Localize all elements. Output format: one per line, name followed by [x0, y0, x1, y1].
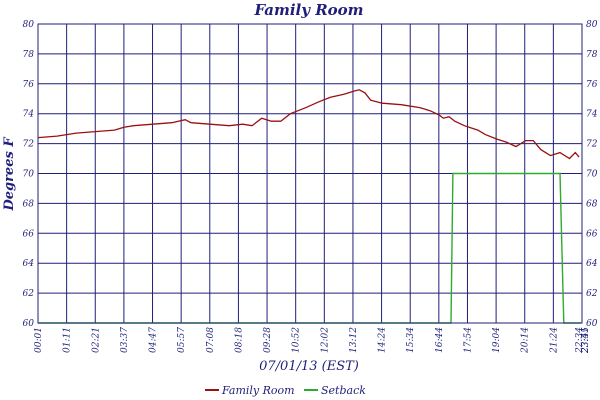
y-tick-label-right: 80: [586, 20, 598, 30]
y-tick-label-right: 64: [586, 259, 598, 269]
y-tick-labels-right: 60 62 64 66 68 70 72 74 76 78 80: [586, 20, 598, 329]
y-tick-label-right: 62: [586, 289, 598, 299]
x-tick-label: 13:12: [349, 327, 359, 353]
y-tick-label: 70: [23, 170, 35, 180]
y-tick-label: 68: [23, 199, 35, 209]
chart-title: Family Room: [253, 1, 363, 19]
legend-label-family-room: Family Room: [221, 384, 295, 397]
x-tick-label: 21:24: [549, 327, 559, 354]
x-tick-label: 23:45: [581, 327, 591, 354]
x-tick-label: 00:01: [34, 327, 44, 353]
y-tick-label: 78: [23, 50, 35, 60]
x-tick-label: 16:44: [435, 327, 445, 353]
series-line-setback: [38, 172, 581, 324]
y-axis-label: Degrees F: [2, 137, 17, 212]
y-tick-label-right: 74: [586, 110, 598, 120]
y-tick-label-right: 66: [586, 229, 598, 239]
y-tick-label: 72: [23, 140, 35, 150]
x-tick-label: 01:11: [63, 327, 73, 353]
series-layer: [37, 89, 581, 324]
y-tick-label: 74: [23, 110, 35, 120]
x-axis-label: 07/01/13 (EST): [259, 359, 359, 374]
x-tick-label: 02:21: [91, 327, 101, 353]
y-tick-label: 64: [23, 259, 35, 269]
x-tick-label: 22:34: [575, 327, 585, 354]
series-line-family-room: [37, 89, 580, 160]
y-tick-label-right: 78: [586, 50, 598, 60]
x-tick-labels: 00:01 01:11 02:21 03:37 04:47 05:57 07:08 08:18…: [34, 327, 591, 354]
y-tick-label-right: 72: [586, 140, 598, 150]
y-tick-label: 60: [23, 319, 35, 329]
legend: Family Room Setback: [205, 384, 366, 397]
x-tick-label: 08:18: [234, 327, 244, 353]
legend-label-setback: Setback: [321, 384, 366, 397]
x-tick-label: 03:37: [120, 327, 130, 353]
x-tick-label: 07:08: [206, 327, 216, 353]
x-tick-label: 04:47: [149, 327, 159, 353]
x-tick-label: 14:24: [378, 327, 388, 353]
y-tick-label-right: 60: [586, 319, 598, 329]
x-tick-label: 19:04: [492, 327, 502, 353]
x-tick-label: 05:57: [177, 327, 187, 353]
y-tick-label: 62: [23, 289, 35, 299]
x-tick-label: 17:54: [463, 327, 473, 353]
x-tick-label: 20:14: [521, 327, 531, 354]
y-tick-label: 80: [23, 20, 35, 30]
x-tick-label: 23:51: [581, 327, 591, 354]
x-tick-label: 09:28: [263, 327, 273, 353]
y-tick-label-right: 68: [586, 199, 598, 209]
y-tick-label: 76: [23, 80, 35, 90]
y-tick-labels-left: 60 62 64 66 68 70 72 74 76 78 80: [23, 20, 35, 329]
y-tick-label: 66: [23, 229, 35, 239]
y-tick-label-right: 76: [586, 80, 598, 90]
x-tick-label: 15:34: [406, 327, 416, 353]
x-tick-label: 10:52: [292, 327, 302, 353]
y-tick-label-right: 70: [586, 170, 598, 180]
x-tick-label: 12:02: [320, 327, 330, 353]
plot-frame: [37, 23, 583, 324]
